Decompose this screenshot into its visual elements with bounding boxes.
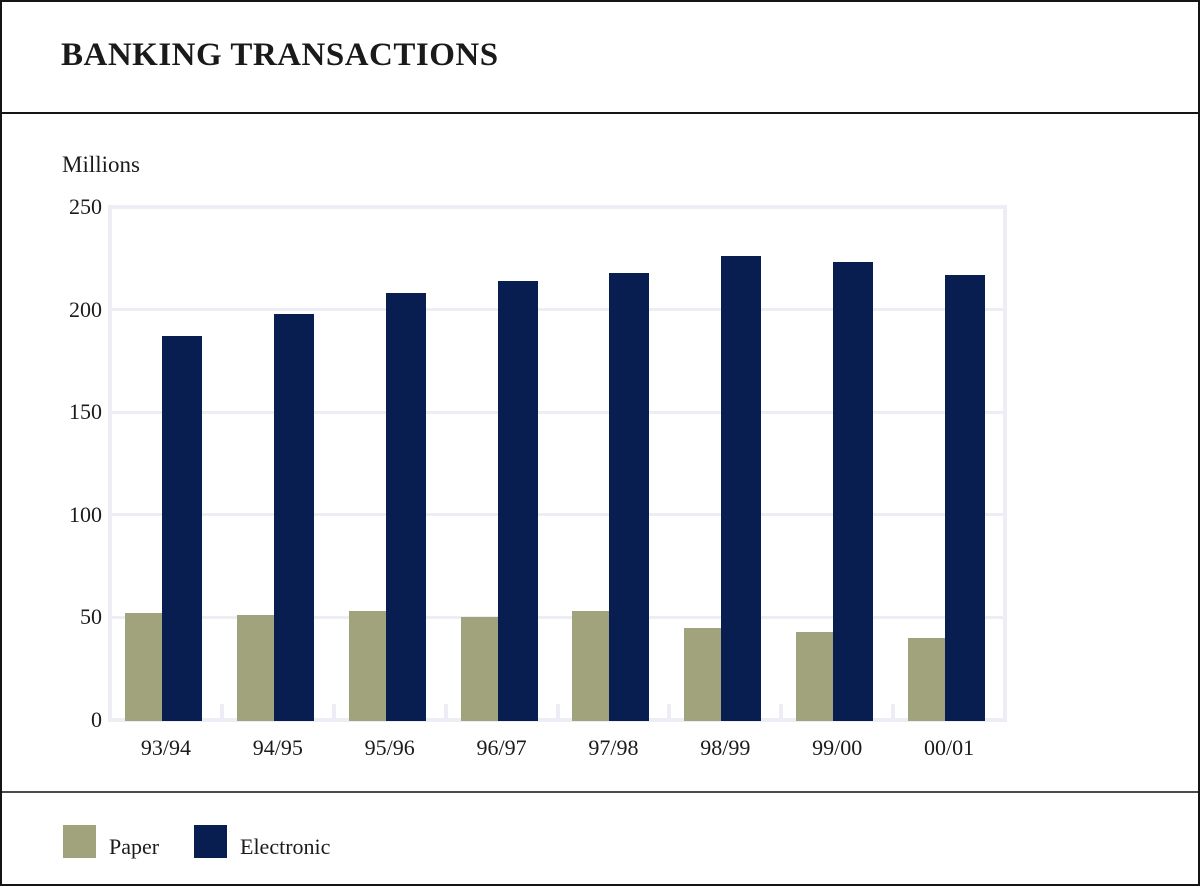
legend-item-paper: Paper	[63, 825, 160, 859]
y-axis-units-label: Millions	[62, 152, 140, 177]
x-tick-label-97-98: 97/98	[588, 735, 639, 760]
bar-paper-98-99	[684, 627, 722, 721]
category-tick	[219, 704, 224, 721]
gridline-200	[112, 308, 1003, 312]
x-tick-label-94-95: 94/95	[252, 735, 303, 760]
x-tick-label-95-96: 95/96	[364, 735, 415, 760]
x-tick-label-99-00: 99/00	[812, 735, 863, 760]
bar-electronic-93-94	[161, 336, 202, 721]
gridline-150	[112, 410, 1003, 414]
legend-label-paper: Paper	[109, 834, 160, 859]
bar-paper-95-96	[348, 611, 386, 721]
y-tick-label-150: 150	[69, 399, 102, 425]
bar-paper-94-95	[236, 615, 274, 721]
x-tick-label-00-01: 00/01	[924, 735, 975, 760]
bar-electronic-98-99	[721, 256, 762, 721]
x-tick-label-98-99: 98/99	[700, 735, 751, 760]
category-tick	[331, 704, 336, 721]
category-tick	[443, 704, 448, 721]
bar-paper-97-98	[572, 611, 610, 721]
page-title: BANKING TRANSACTIONS	[61, 37, 499, 73]
title-bar: BANKING TRANSACTIONS	[2, 2, 1198, 114]
y-tick-label-200: 200	[69, 296, 102, 322]
bar-paper-93-94	[124, 613, 162, 721]
category-tick	[891, 704, 896, 721]
gridline-100	[112, 513, 1003, 517]
legend-label-electronic: Electronic	[240, 834, 331, 859]
bar-electronic-94-95	[273, 313, 314, 721]
bar-electronic-96-97	[497, 280, 538, 721]
category-tick	[667, 704, 672, 721]
x-tick-label-96-97: 96/97	[476, 735, 527, 760]
bar-paper-96-97	[460, 617, 498, 721]
bar-electronic-97-98	[609, 272, 650, 721]
electronic-swatch	[194, 825, 227, 858]
paper-swatch	[63, 825, 96, 858]
y-tick-label-0: 0	[91, 707, 102, 732]
category-tick	[779, 704, 784, 721]
gridline-50	[112, 615, 1003, 619]
legend: Paper Electronic	[2, 791, 1198, 884]
x-tick-label-93-94: 93/94	[140, 735, 191, 760]
bar-paper-00-01	[908, 637, 946, 721]
y-tick-label-100: 100	[69, 501, 102, 527]
bar-electronic-99-00	[833, 262, 874, 721]
y-tick-label-250: 250	[69, 194, 102, 219]
bar-electronic-00-01	[945, 274, 986, 721]
y-tick-label-50: 50	[80, 604, 102, 630]
category-tick	[555, 704, 560, 721]
bar-paper-99-00	[796, 631, 834, 721]
legend-item-electronic: Electronic	[194, 825, 331, 859]
bar-electronic-95-96	[385, 293, 426, 721]
